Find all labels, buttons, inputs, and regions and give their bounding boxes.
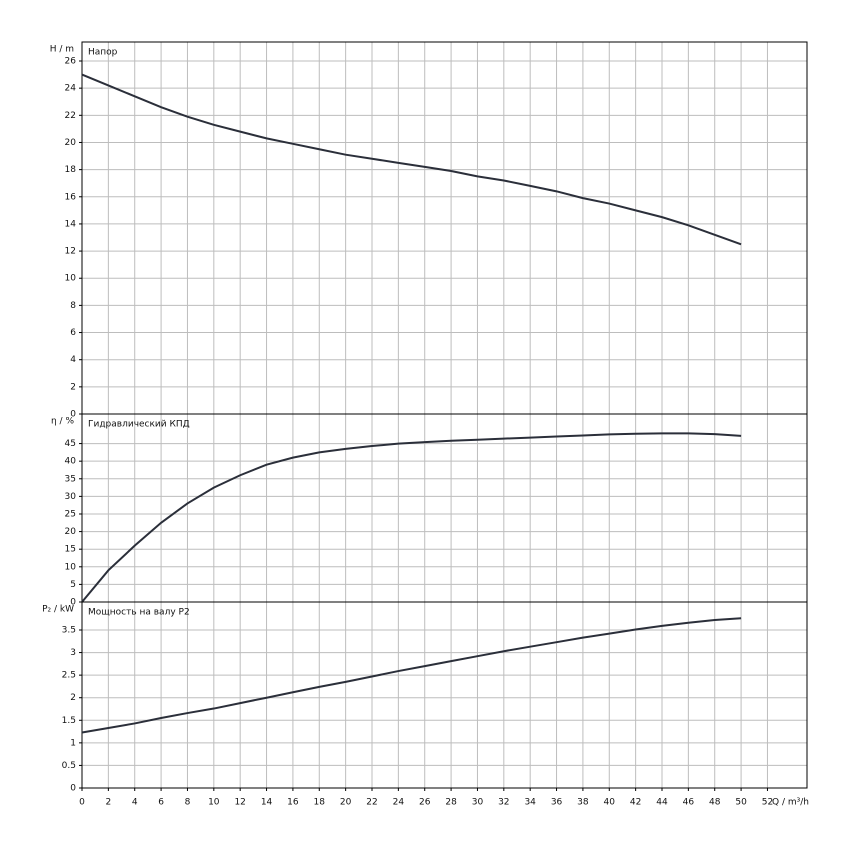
panel-title: Напор [88, 48, 118, 58]
x-tick-label: 50 [735, 798, 747, 808]
y-tick-label: 10 [65, 274, 77, 284]
y-tick-label: 40 [65, 457, 77, 467]
y-tick-label: 45 [65, 439, 76, 449]
curve [81, 432, 742, 603]
x-tick-label: 12 [234, 798, 245, 808]
x-tick-label: 36 [551, 798, 563, 808]
y-tick-label: 30 [65, 492, 77, 502]
y-tick-label: 2 [70, 693, 76, 703]
y-tick-label: 14 [65, 219, 77, 229]
y-tick-label: 3.5 [62, 625, 76, 635]
x-tick-label: 42 [630, 798, 641, 808]
y-tick-label: 35 [65, 474, 76, 484]
y-tick-label: 1.5 [62, 716, 76, 726]
y-tick-label: 20 [65, 527, 77, 537]
panel-title: Мощность на валу P2 [88, 608, 190, 618]
x-tick-label: 34 [524, 798, 536, 808]
y-axis-label: P₂ / kW [42, 605, 74, 615]
y-axis-label: η / % [51, 417, 74, 427]
panel-title: Гидравлический КПД [88, 420, 190, 430]
x-tick-label: 18 [314, 798, 326, 808]
x-tick-label: 30 [472, 798, 484, 808]
curve [81, 617, 742, 734]
y-tick-label: 0 [70, 410, 76, 420]
y-tick-label: 22 [65, 111, 76, 121]
y-tick-label: 1 [70, 738, 76, 748]
x-tick-label: 0 [79, 798, 85, 808]
y-tick-label: 26 [65, 57, 77, 67]
y-tick-label: 12 [65, 247, 76, 257]
x-tick-label: 26 [419, 798, 431, 808]
y-tick-label: 2 [70, 382, 76, 392]
y-tick-label: 4 [70, 355, 76, 365]
curve [81, 73, 742, 246]
x-tick-label: 40 [604, 798, 616, 808]
x-tick-label: 20 [340, 798, 352, 808]
y-tick-label: 2.5 [62, 671, 76, 681]
y-tick-label: 5 [70, 580, 76, 590]
y-tick-label: 24 [65, 84, 77, 94]
y-tick-label: 18 [65, 165, 77, 175]
y-tick-label: 3 [70, 648, 76, 658]
x-tick-label: 48 [709, 798, 721, 808]
x-tick-label: 32 [498, 798, 509, 808]
y-tick-label: 0.5 [62, 761, 76, 771]
y-tick-label: 20 [65, 138, 77, 148]
x-tick-label: 2 [105, 798, 111, 808]
x-axis-label: Q / m³/h [772, 798, 809, 808]
x-tick-label: 10 [208, 798, 220, 808]
plot-frame [81, 601, 808, 789]
x-tick-label: 28 [445, 798, 457, 808]
y-tick-label: 15 [65, 545, 76, 555]
x-tick-label: 6 [158, 798, 164, 808]
x-tick-label: 8 [185, 798, 191, 808]
x-tick-label: 16 [287, 798, 299, 808]
x-tick-label: 46 [683, 798, 695, 808]
x-tick-label: 24 [393, 798, 405, 808]
y-axis-label: H / m [50, 45, 74, 55]
y-tick-label: 16 [65, 192, 77, 202]
x-tick-label: 4 [132, 798, 138, 808]
x-tick-label: 14 [261, 798, 273, 808]
y-tick-label: 0 [70, 598, 76, 608]
x-tick-label: 52 [762, 798, 773, 808]
x-tick-label: 22 [366, 798, 377, 808]
y-tick-label: 6 [70, 328, 76, 338]
x-tick-label: 38 [577, 798, 589, 808]
x-tick-label: 44 [656, 798, 668, 808]
y-tick-label: 25 [65, 509, 76, 519]
plot-frame [81, 413, 808, 603]
y-tick-label: 0 [70, 784, 76, 794]
y-tick-label: 10 [65, 562, 77, 572]
y-tick-label: 8 [70, 301, 76, 311]
